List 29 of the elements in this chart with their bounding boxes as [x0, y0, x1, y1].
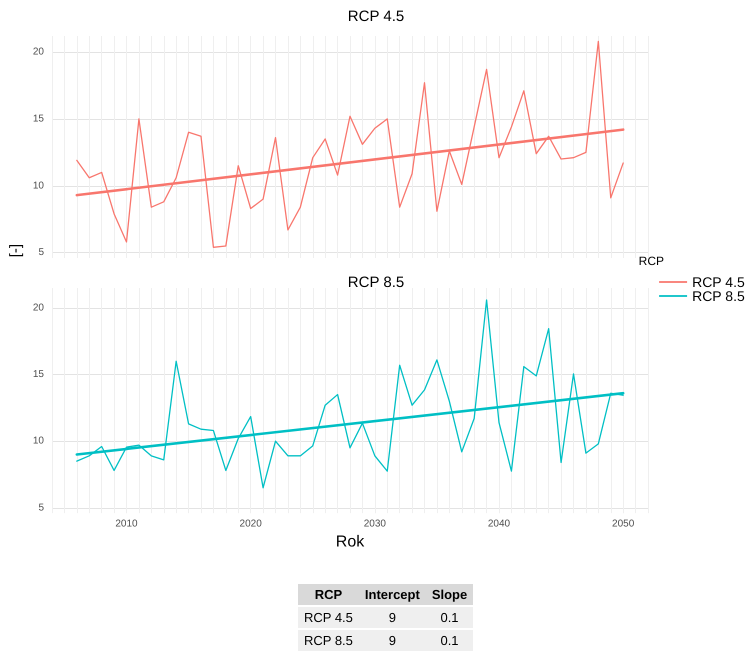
y-tick-label: 15	[32, 369, 44, 380]
y-tick-label: 20	[32, 46, 44, 58]
x-tick-label: 2010	[115, 518, 138, 530]
chart-title: RCP 8.5	[348, 274, 404, 291]
x-axis-title: Rok	[336, 534, 366, 550]
text: RCP	[298, 584, 359, 606]
chart-title: RCP 4.5	[348, 8, 404, 25]
y-tick-label: 5	[38, 502, 44, 514]
legend-label: RCP 8.5	[692, 288, 745, 304]
text: Intercept	[358, 584, 426, 606]
y-tick-label: 10	[32, 436, 44, 447]
text: 0.1	[426, 629, 474, 652]
text: 9	[358, 629, 426, 652]
y-tick-label: 15	[32, 113, 44, 124]
x-tick-label: 2040	[488, 518, 511, 530]
x-tick-label: 2050	[612, 518, 635, 530]
text: RCP 4.5	[298, 606, 359, 629]
x-tick-label: 2020	[240, 518, 262, 530]
legend-label: RCP 4.5	[692, 274, 745, 290]
text: 9	[358, 606, 426, 629]
y-axis-title: [-]	[7, 244, 24, 258]
legend-title: RCP	[638, 254, 664, 268]
y-tick-label: 20	[32, 302, 44, 314]
text: 0.1	[426, 606, 474, 629]
text: RCP 8.5	[298, 629, 359, 652]
y-tick-label: 10	[32, 180, 44, 192]
x-tick-label: 2030	[364, 518, 386, 530]
text: Slope	[426, 584, 474, 606]
y-tick-label: 5	[38, 247, 44, 258]
